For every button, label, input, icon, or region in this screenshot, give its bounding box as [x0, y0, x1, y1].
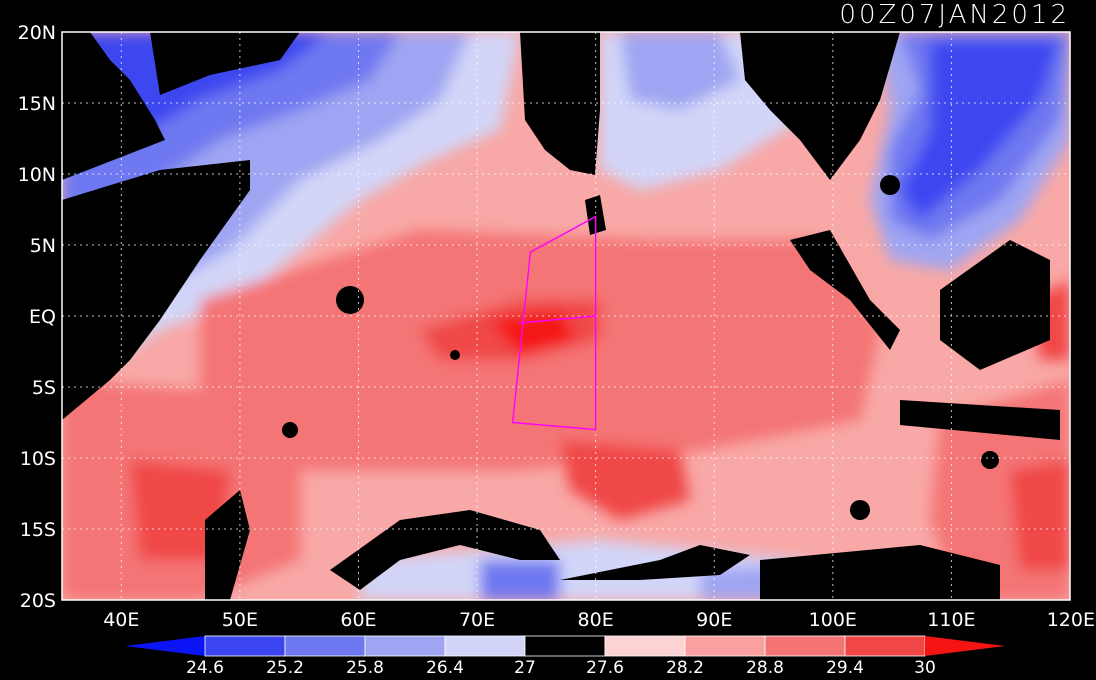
- longitude-labels: 40E 50E 60E 70E 80E 90E 100E 110E 120E: [103, 609, 1095, 631]
- colorbar-left-arrow: [125, 636, 205, 656]
- lon-tick-label: 80E: [578, 609, 614, 631]
- colorbar-level-label: 26.4: [426, 658, 464, 678]
- lon-tick-label: 40E: [103, 609, 139, 631]
- region-outline: [511, 215, 597, 431]
- lon-tick-label: 70E: [459, 609, 495, 631]
- lat-tick-label: EQ: [29, 306, 56, 328]
- colorbar-level-label: 25.8: [346, 658, 384, 678]
- map-frame: [61, 31, 1071, 601]
- colorbar-level-label: 29.4: [826, 658, 864, 678]
- colorbar-level-label: 24.6: [186, 658, 224, 678]
- lat-tick-label: 20N: [18, 22, 56, 44]
- lat-tick-label: 10N: [18, 164, 56, 186]
- lon-tick-label: 110E: [927, 609, 975, 631]
- colorbar: 24.6 25.2 25.8 26.4 27 27.6 28.2 28.8 29.4 30: [125, 635, 1005, 678]
- lat-tick-label: 15N: [18, 93, 56, 115]
- lon-tick-label: 90E: [696, 609, 732, 631]
- region-polygon: [511, 215, 597, 431]
- colorbar-segment: [444, 635, 526, 657]
- lat-tick-label: 10S: [20, 448, 56, 470]
- colorbar-segment: [204, 635, 286, 657]
- lat-tick-label: 20S: [20, 590, 56, 612]
- colorbar-segment: [764, 635, 846, 657]
- lat-tick-label: 5S: [32, 377, 56, 399]
- lat-tick-label: 5N: [30, 235, 56, 257]
- colorbar-segment: [684, 635, 766, 657]
- lon-tick-label: 100E: [809, 609, 857, 631]
- colorbar-right-arrow: [925, 636, 1005, 656]
- map-timestamp-title: 00Z07JAN2012: [839, 0, 1070, 30]
- colorbar-level-label: 30: [914, 658, 936, 678]
- colorbar-segment: [364, 635, 446, 657]
- colorbar-level-label: 27: [514, 658, 536, 678]
- lon-tick-label: 60E: [340, 609, 376, 631]
- lon-tick-label: 50E: [222, 609, 258, 631]
- colorbar-level-label: 27.6: [586, 658, 624, 678]
- colorbar-segment: [604, 635, 686, 657]
- region-divider-line: [518, 315, 596, 324]
- colorbar-level-label: 28.2: [666, 658, 704, 678]
- latitude-labels: 20N 15N 10N 5N EQ 5S 10S 15S 20S: [18, 22, 56, 612]
- land-masses: [62, 32, 1060, 600]
- colorbar-level-label: 28.8: [746, 658, 784, 678]
- colorbar-level-label: 25.2: [266, 658, 304, 678]
- lon-tick-label: 120E: [1047, 609, 1095, 631]
- colorbar-segment: [284, 635, 366, 657]
- lat-tick-label: 15S: [20, 519, 56, 541]
- colorbar-segment: [524, 635, 606, 657]
- colorbar-segment: [844, 635, 926, 657]
